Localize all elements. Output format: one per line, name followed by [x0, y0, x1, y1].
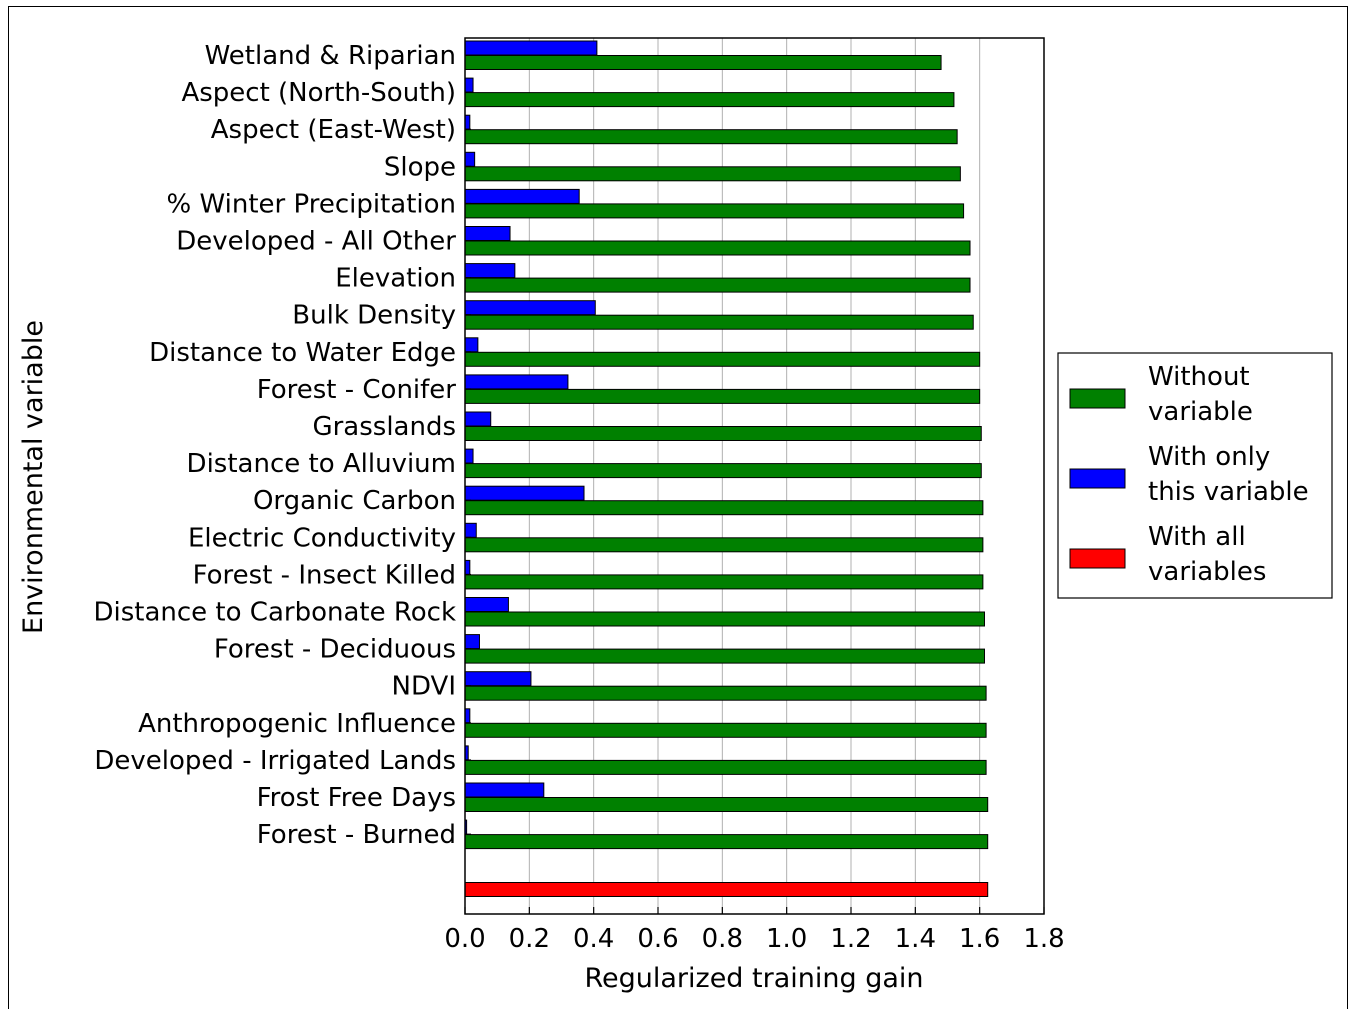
bar-without-variable — [464, 611, 985, 627]
bar-without-variable — [464, 277, 971, 293]
y-tick-label: Developed - All Other — [176, 227, 456, 257]
bar-with-only-variable — [464, 448, 474, 464]
bar-without-variable — [464, 166, 961, 182]
bar-without-variable — [464, 55, 942, 70]
y-tick-label: Anthropogenic Influence — [138, 709, 456, 739]
x-tick-label: 1.4 — [895, 924, 936, 954]
y-tick-label: Forest - Insect Killed — [193, 560, 456, 590]
bar-with-only-variable — [464, 226, 511, 241]
x-tick-label: 1.8 — [1023, 924, 1064, 954]
bar-without-variable — [464, 834, 989, 850]
y-tick-label: Aspect (East-West) — [211, 115, 456, 145]
bar-without-variable — [464, 426, 982, 441]
y-tick-label: Developed - Irrigated Lands — [94, 746, 456, 776]
y-tick-label: Wetland & Riparian — [205, 41, 456, 71]
y-tick-label: % Winter Precipitation — [167, 189, 456, 219]
bar-with-only-variable — [464, 634, 480, 650]
bar-without-variable — [464, 537, 984, 553]
plot-area — [464, 37, 1045, 915]
x-tick-label: 1.2 — [830, 924, 871, 954]
legend-swatch — [1069, 468, 1126, 489]
bar-with-only-variable — [464, 263, 516, 279]
legend: Without variable With only this variable Wit… — [1057, 352, 1333, 599]
y-tick-label: Bulk Density — [292, 301, 456, 331]
x-tick-label: 1.0 — [766, 924, 807, 954]
y-tick-label: Electric Conductivity — [188, 523, 456, 553]
bar-without-variable — [464, 129, 958, 145]
bar-without-variable — [464, 722, 987, 738]
bar-with-only-variable — [464, 522, 477, 538]
y-axis-labels: Wetland & Riparian Aspect (North-South) As… — [93, 41, 471, 850]
bar-without-variable — [464, 314, 974, 330]
legend-label: Without — [1148, 362, 1250, 392]
y-tick-label: Forest - Burned — [257, 820, 456, 850]
bar-with-only-variable — [464, 77, 474, 93]
bar-without-variable — [464, 648, 985, 664]
bar-with-only-variable — [464, 597, 509, 612]
legend-label: variables — [1148, 557, 1266, 587]
y-tick-label: Forest - Deciduous — [214, 635, 456, 665]
x-tick-label: 0.2 — [509, 924, 550, 954]
y-tick-label: Distance to Carbonate Rock — [93, 598, 456, 628]
figure-frame — [8, 6, 1348, 1009]
y-tick-label: Forest - Conifer — [257, 375, 457, 405]
y-axis-label: Environmental variable — [18, 320, 49, 634]
bar-with-only-variable — [464, 300, 596, 316]
x-tick-label: 0.4 — [573, 924, 614, 954]
x-tick-label: 0.0 — [444, 924, 485, 954]
x-tick-label: 1.6 — [959, 924, 1000, 954]
x-tick-label: 0.6 — [637, 924, 678, 954]
bar-without-variable — [464, 797, 989, 812]
bar-without-variable — [464, 203, 965, 219]
bar-with-only-variable — [464, 671, 532, 687]
bar-with-only-variable — [464, 40, 598, 56]
y-tick-label: Slope — [384, 152, 456, 182]
legend-label: variable — [1148, 397, 1253, 427]
y-tick-label: Elevation — [335, 264, 456, 294]
bar-without-variable — [464, 759, 987, 775]
bar-with-only-variable — [464, 485, 585, 501]
legend-label: this variable — [1148, 477, 1309, 507]
legend-label: With only — [1148, 442, 1270, 472]
bar-without-variable — [464, 92, 955, 108]
bar-without-variable — [464, 240, 971, 256]
bar-with-only-variable — [464, 374, 569, 390]
bar-with-all-variables — [464, 882, 989, 897]
bar-without-variable — [464, 388, 981, 404]
y-tick-label: Aspect (North-South) — [181, 78, 456, 108]
bar-without-variable — [464, 500, 984, 516]
bar-with-only-variable — [464, 782, 545, 798]
bar-with-only-variable — [464, 151, 476, 167]
y-tick-label: Distance to Alluvium — [187, 449, 456, 479]
y-tick-label: Grasslands — [312, 412, 456, 442]
x-axis-label: Regularized training gain — [584, 963, 923, 994]
x-tick-label: 0.8 — [702, 924, 743, 954]
y-tick-label: Distance to Water Edge — [149, 338, 456, 368]
legend-label: With all — [1148, 522, 1246, 552]
bar-with-only-variable — [464, 188, 580, 204]
legend-swatch — [1069, 548, 1126, 569]
bar-with-only-variable — [464, 411, 492, 427]
y-tick-label: NDVI — [392, 672, 456, 702]
y-tick-label: Frost Free Days — [257, 783, 456, 813]
bar-without-variable — [464, 574, 984, 590]
x-axis-ticks: 0.0 0.2 0.4 0.6 0.8 1.0 1.2 1.4 1.6 1.8 — [444, 907, 1065, 954]
y-tick-label: Organic Carbon — [253, 486, 456, 516]
legend-swatch — [1069, 388, 1126, 409]
bar-without-variable — [464, 463, 982, 479]
bar-without-variable — [464, 685, 987, 701]
bar-without-variable — [464, 351, 981, 367]
bars — [464, 40, 989, 897]
bar-with-only-variable — [464, 337, 479, 353]
